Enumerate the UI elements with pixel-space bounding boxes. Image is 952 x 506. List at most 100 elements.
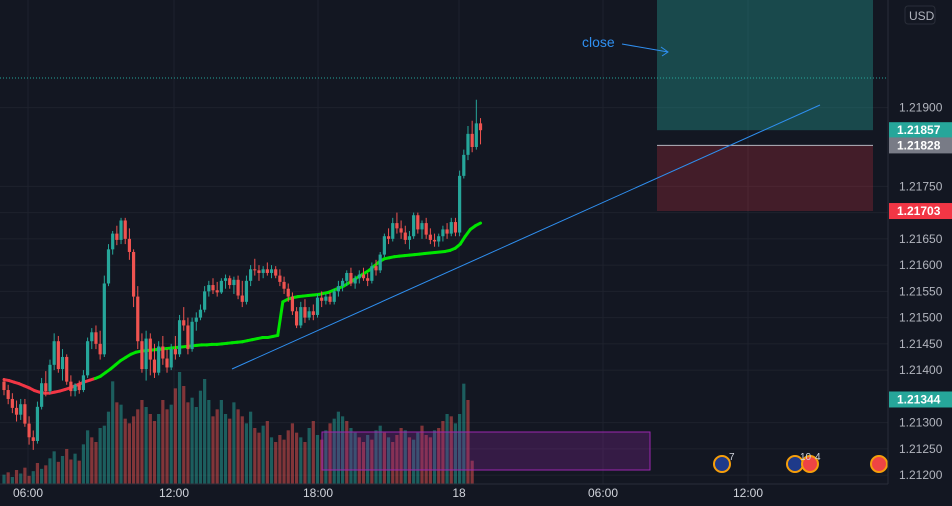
price-tick-label: 1.21550 bbox=[899, 284, 943, 298]
currency-box[interactable] bbox=[904, 5, 936, 25]
volume-bar bbox=[399, 428, 403, 484]
event-badge-eu-us[interactable]: 10 4 bbox=[786, 452, 821, 473]
volume-bar bbox=[215, 409, 219, 484]
candle-body bbox=[169, 349, 173, 368]
volume-bar bbox=[386, 437, 391, 484]
candle-body bbox=[307, 311, 311, 318]
trend-line[interactable] bbox=[231, 104, 821, 370]
volume-bar bbox=[236, 409, 240, 484]
price-tick-label: 1.21600 bbox=[899, 258, 943, 272]
time-axis-panel[interactable] bbox=[0, 484, 952, 506]
time-axis-labels: 06:00 12:00 18:00 18 06:00 12:00 bbox=[13, 486, 763, 500]
volume-bar bbox=[403, 430, 407, 484]
volume-bar bbox=[299, 437, 303, 484]
volume-bar bbox=[315, 435, 320, 484]
volume-bar bbox=[14, 470, 19, 484]
volume-bar bbox=[295, 432, 299, 484]
candle-body bbox=[131, 251, 136, 297]
volume-bar bbox=[223, 414, 228, 484]
event-markers[interactable]: 7 10 4 bbox=[713, 452, 888, 473]
volume-bar bbox=[445, 414, 449, 484]
volume-bar bbox=[265, 421, 269, 484]
candle-body bbox=[449, 222, 453, 234]
volume-bar bbox=[207, 400, 211, 484]
volume-bar bbox=[378, 425, 382, 484]
candle-body bbox=[244, 280, 249, 302]
candle-body bbox=[140, 341, 144, 370]
candle-body bbox=[274, 269, 278, 276]
candle-body bbox=[336, 286, 340, 292]
currency-label[interactable]: USD bbox=[904, 5, 936, 25]
volume-bar bbox=[324, 430, 328, 484]
candle-body bbox=[106, 249, 111, 284]
candle-body bbox=[182, 320, 186, 326]
candle-body bbox=[207, 285, 211, 292]
volume-bar bbox=[60, 456, 65, 484]
volume-bar bbox=[449, 416, 453, 484]
volume-bar bbox=[357, 437, 361, 484]
eu-flag-icon[interactable] bbox=[713, 455, 731, 473]
candle-body bbox=[148, 338, 152, 360]
volume-bar bbox=[35, 463, 40, 484]
volume-bar bbox=[345, 421, 349, 484]
us-flag-icon[interactable] bbox=[801, 455, 819, 473]
event-badge-eu[interactable]: 7 bbox=[713, 452, 735, 473]
volume-bar bbox=[336, 411, 340, 484]
price-tick-label: 1.21200 bbox=[899, 468, 943, 482]
volume-bar bbox=[102, 425, 106, 484]
candle-body bbox=[65, 356, 69, 382]
volume-bar bbox=[31, 471, 35, 484]
candle-body bbox=[6, 390, 10, 399]
volume-bar bbox=[332, 418, 336, 484]
candle-body bbox=[69, 381, 73, 392]
price-tag-box bbox=[889, 137, 952, 154]
candle-body bbox=[382, 236, 386, 255]
volume-bar bbox=[303, 442, 307, 484]
candle-body bbox=[416, 215, 420, 230]
candle-body bbox=[102, 283, 106, 355]
candle-body bbox=[424, 223, 428, 235]
volume-bar bbox=[391, 442, 395, 484]
volume-bar bbox=[311, 421, 315, 484]
candle-body bbox=[14, 407, 19, 415]
volume-bar bbox=[6, 472, 10, 484]
volume-bar bbox=[77, 460, 81, 484]
candle-body bbox=[478, 123, 483, 131]
volume-bar bbox=[23, 467, 27, 484]
volume-bar bbox=[470, 460, 474, 484]
candle-body bbox=[428, 234, 432, 240]
annotation-arrow[interactable] bbox=[621, 43, 669, 57]
price-tick-label: 1.21750 bbox=[899, 179, 943, 193]
us-flag-icon[interactable] bbox=[870, 455, 888, 473]
candle-body bbox=[228, 278, 232, 286]
volume-bar bbox=[198, 390, 203, 484]
candle-body bbox=[470, 133, 474, 147]
candle-body bbox=[90, 332, 94, 342]
event-badge-us[interactable] bbox=[870, 455, 888, 473]
currency-text: USD bbox=[909, 9, 935, 23]
volume-bar bbox=[86, 430, 90, 484]
candle-body bbox=[240, 295, 244, 302]
time-tick-label: 18 bbox=[452, 486, 466, 500]
volume-bar bbox=[462, 383, 466, 484]
price-tag-box bbox=[889, 391, 952, 408]
event-count: 10 bbox=[800, 452, 812, 463]
candle-body bbox=[403, 232, 407, 240]
candle-body bbox=[295, 311, 299, 326]
volume-bar bbox=[140, 400, 144, 484]
candle-body bbox=[144, 338, 148, 370]
volume-bar bbox=[115, 402, 119, 484]
candle-body bbox=[115, 233, 119, 240]
candle-body bbox=[366, 278, 370, 281]
volume-bar bbox=[169, 404, 173, 484]
volume-bar bbox=[73, 453, 77, 484]
close-annotation[interactable]: close bbox=[582, 34, 615, 50]
price-tick-label: 1.21500 bbox=[899, 311, 943, 325]
volume-bar bbox=[131, 416, 136, 484]
event-count: 4 bbox=[815, 452, 821, 463]
volume-bar bbox=[90, 437, 94, 484]
stop-loss-zone[interactable] bbox=[657, 145, 873, 212]
take-profit-zone[interactable] bbox=[657, 0, 873, 131]
